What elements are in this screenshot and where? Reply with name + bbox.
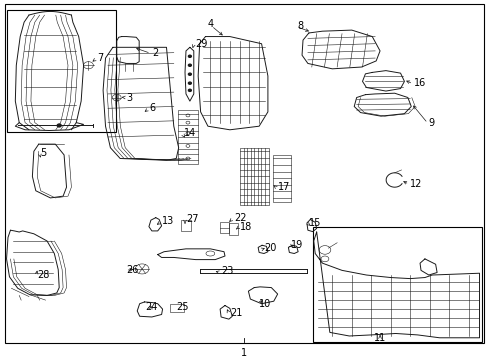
Text: 15: 15 (308, 218, 321, 228)
Text: 4: 4 (207, 19, 213, 29)
Text: 1: 1 (241, 348, 247, 358)
Circle shape (188, 89, 191, 91)
Bar (181, 220, 190, 231)
Text: 26: 26 (126, 265, 139, 275)
Text: 29: 29 (194, 39, 207, 49)
Circle shape (188, 64, 191, 66)
Text: 20: 20 (264, 243, 276, 253)
Bar (272, 155, 291, 202)
Text: 11: 11 (373, 333, 386, 343)
Bar (170, 304, 183, 312)
Text: 14: 14 (183, 129, 195, 138)
Text: 24: 24 (145, 302, 158, 312)
Circle shape (57, 124, 61, 127)
Text: 25: 25 (176, 302, 188, 312)
Text: 22: 22 (233, 213, 246, 222)
Bar (6, 10, 116, 132)
Text: 23: 23 (221, 266, 233, 276)
Bar (228, 223, 237, 234)
Text: 28: 28 (37, 270, 50, 280)
Text: 3: 3 (126, 93, 132, 103)
Text: 2: 2 (152, 48, 158, 58)
Circle shape (188, 55, 191, 57)
Text: 9: 9 (428, 118, 434, 127)
Text: 10: 10 (259, 299, 271, 309)
Bar (220, 222, 228, 233)
Text: 19: 19 (290, 239, 303, 249)
Bar (177, 110, 198, 164)
Text: 27: 27 (185, 215, 198, 224)
Circle shape (188, 73, 191, 75)
Text: 7: 7 (97, 53, 103, 63)
Text: 16: 16 (413, 78, 426, 88)
Text: 17: 17 (277, 182, 289, 192)
Text: 5: 5 (41, 148, 47, 158)
Text: 8: 8 (297, 21, 303, 31)
Text: 21: 21 (229, 308, 242, 318)
Text: 12: 12 (409, 179, 422, 189)
Text: 18: 18 (239, 222, 251, 231)
Bar (239, 148, 268, 205)
Text: 13: 13 (161, 216, 174, 226)
Circle shape (188, 82, 191, 84)
Text: 6: 6 (149, 103, 155, 113)
Bar (312, 227, 482, 342)
